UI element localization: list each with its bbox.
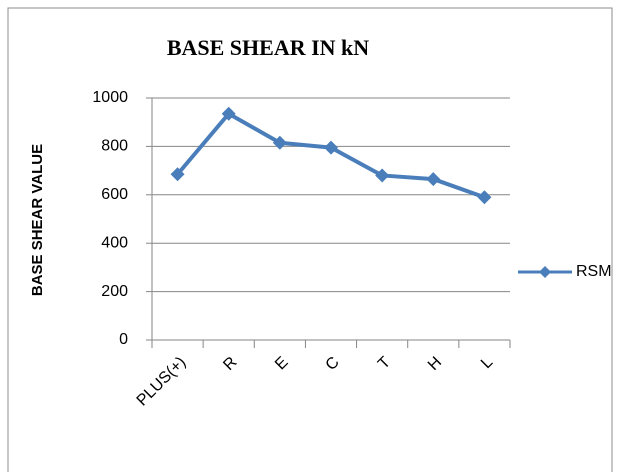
y-tick-label: 800 <box>101 138 128 155</box>
chart-title: BASE SHEAR IN kN <box>167 35 369 60</box>
y-tick-label: 600 <box>101 186 128 203</box>
point-marker <box>324 140 338 155</box>
y-tick-label: 200 <box>101 283 128 300</box>
y-tick-label: 0 <box>119 331 128 348</box>
point-marker <box>221 106 236 121</box>
point-marker <box>426 172 441 187</box>
point-marker <box>170 167 185 182</box>
point-marker <box>375 168 390 183</box>
legend-label: RSM <box>576 263 612 280</box>
legend-marker <box>539 266 551 278</box>
y-axis-label: BASE SHEAR VALUE <box>29 144 46 296</box>
chart-border <box>7 7 613 472</box>
point-marker <box>272 135 287 150</box>
y-tick-label: 400 <box>101 234 128 251</box>
point-marker <box>477 190 492 205</box>
y-tick-label: 1000 <box>92 89 128 106</box>
